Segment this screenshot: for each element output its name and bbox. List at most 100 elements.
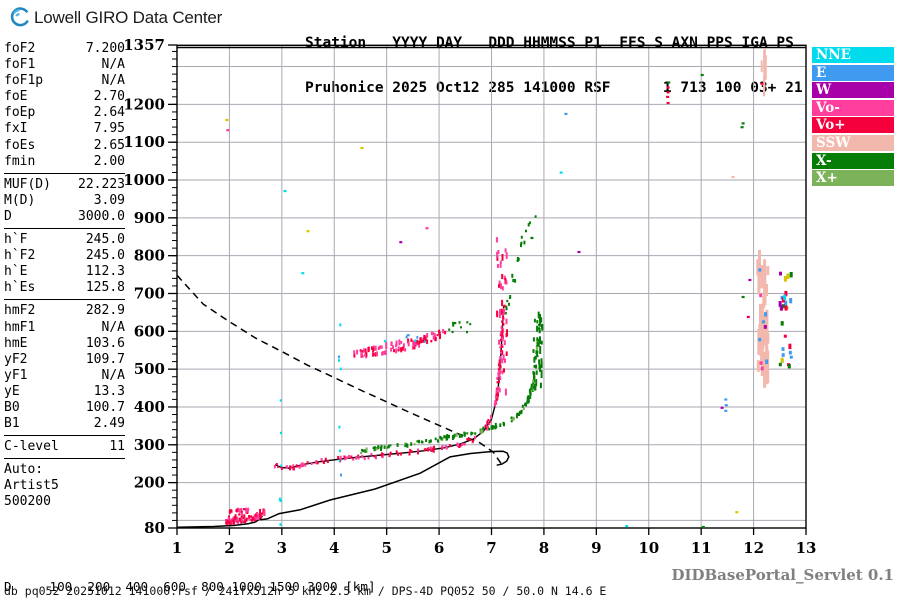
scaled-parameters-panel: foF2 7.200 foF1 N/A foF1p N/A foE 2.70 foEp 2.64 f…: [4, 41, 125, 517]
station-header-block: Station YYYY DAY DDD HHMMSS P1 FFS S AXN…: [305, 6, 803, 126]
param-block: hmF2 282.9 hmF1 N/A hmE 103.6 yF2 109.7 yF1 N/A yE…: [4, 303, 125, 437]
param-label: foEp: [4, 105, 36, 121]
param-label: yF1: [4, 367, 28, 383]
y-axis-label: 900: [134, 209, 165, 227]
x-axis-label: 2: [224, 539, 234, 557]
x-axis-label: 8: [539, 539, 549, 557]
file-status-line: db pq052 20251012 141000.rsf / 241fx512h…: [4, 584, 607, 598]
cluster-ssw-column: [756, 249, 770, 388]
trace-x-mode-upper-spread: [504, 215, 537, 315]
param-label: foEs: [4, 137, 36, 153]
param-label: h`F2: [4, 248, 36, 264]
y-axis-label: 300: [134, 436, 165, 454]
x-axis-label: 5: [381, 539, 391, 557]
param-row-md: M(D) 3.09: [4, 193, 125, 209]
param-row-ye: yE 13.3: [4, 384, 125, 400]
noise-specks: [225, 73, 764, 529]
trace-x-mode-trace: [360, 314, 542, 455]
true-height-profile-curve: [176, 450, 510, 528]
param-value: 2.64: [93, 105, 125, 121]
x-axis-label: 3: [277, 539, 287, 557]
param-row-hmf1: hmF1 N/A: [4, 320, 125, 336]
param-value: 109.7: [85, 351, 125, 367]
param-label: h`E: [4, 264, 28, 280]
legend-item-vo: Vo+: [812, 117, 894, 134]
param-row-he: h`E 112.3: [4, 264, 125, 280]
param-row-clevel: C-level 11: [4, 439, 125, 455]
param-value: 103.6: [85, 335, 125, 351]
logo-title: Lowell GIRO Data Center: [34, 8, 223, 27]
param-block: foF2 7.200 foF1 N/A foF1p N/A foE 2.70 foEp 2.64 f…: [4, 41, 125, 174]
param-label: fmin: [4, 153, 36, 169]
y-axis-label: 700: [134, 284, 165, 302]
param-row-b1: B1 2.49: [4, 416, 125, 432]
param-row-fof1: foF1 N/A: [4, 57, 125, 73]
param-value: N/A: [101, 367, 125, 383]
param-label: MUF(D): [4, 176, 51, 192]
y-axis-label: 800: [134, 247, 165, 265]
cluster-band-mixed-specks: [383, 335, 426, 343]
param-value: N/A: [101, 319, 125, 335]
param-value: 245.0: [85, 232, 125, 248]
x-axis-label: 9: [591, 539, 601, 557]
param-label: D: [4, 208, 12, 224]
param-value: 245.0: [85, 248, 125, 264]
param-row-yf2: yF2 109.7: [4, 352, 125, 368]
param-row-fof1p: foF1p N/A: [4, 73, 125, 89]
x-axis-label: 1: [172, 539, 182, 557]
autoscaler-line: Artist5: [4, 478, 59, 494]
muf-distance-table: D 100 200 400 600 800 1000 1500 3000 [km…: [4, 556, 383, 600]
servlet-version-label: DIDBasePortal_Servlet 0.1: [671, 566, 894, 584]
station-header-columns: Station YYYY DAY DDD HHMMSS P1 FFS S AXN…: [305, 35, 794, 51]
param-row-b0: B0 100.7: [4, 400, 125, 416]
cluster-o-cusp-spread: [495, 237, 508, 396]
param-value: N/A: [101, 57, 125, 73]
param-row-fmin: fmin 2.00: [4, 154, 125, 170]
lowell-giro-logo: Lowell GIRO Data Center: [8, 5, 222, 31]
echo-dots: [225, 48, 793, 529]
param-label: C-level: [4, 439, 59, 455]
param-row-d: D 3000.0: [4, 209, 125, 225]
x-axis-label: 4: [329, 539, 339, 557]
y-axis-label: 1100: [123, 133, 165, 151]
x-axis-label: 11: [691, 539, 712, 557]
param-value: 112.3: [85, 264, 125, 280]
param-value: 7.95: [93, 121, 125, 137]
grid-lines: [177, 45, 806, 528]
param-label: M(D): [4, 192, 36, 208]
distance-row: D 100 200 400 600 800 1000 1500 3000 [km…: [4, 579, 376, 595]
curves: [176, 274, 510, 528]
param-row-hf2: h`F2 245.0: [4, 248, 125, 264]
x-axis-label: 10: [638, 539, 659, 557]
y-axis-label: 400: [134, 398, 165, 416]
x-axis-label: 13: [796, 539, 817, 557]
param-value: 100.7: [85, 399, 125, 415]
y-axis-label: 1200: [123, 95, 165, 113]
param-block: MUF(D) 22.223 M(D) 3.09 D 3000.0: [4, 176, 125, 230]
x-axis-label: 7: [486, 539, 496, 557]
param-value: 282.9: [85, 303, 125, 319]
param-row-foe: foE 2.70: [4, 89, 125, 105]
param-value: N/A: [101, 73, 125, 89]
echo-type-legend: NNE E W Vo- Vo+ SSW X- X+: [812, 47, 894, 188]
param-value: 2.70: [93, 89, 125, 105]
param-label: foF2: [4, 41, 36, 56]
cluster-noise-line-4mhz: [338, 323, 342, 477]
param-label: hmF1: [4, 319, 36, 335]
y-axis-label: 600: [134, 322, 165, 340]
legend-item-e: E: [812, 64, 894, 81]
param-value: 3000.0: [78, 208, 125, 224]
param-block: C-level 11: [4, 439, 125, 460]
cluster-e-region-spread: [227, 507, 262, 522]
fitted-o-trace-curve: [274, 305, 505, 469]
param-label: B1: [4, 416, 20, 432]
param-label: fxI: [4, 121, 28, 137]
param-row-hmf2: hmF2 282.9: [4, 303, 125, 319]
param-value: 13.3: [93, 383, 125, 399]
param-label: B0: [4, 399, 20, 415]
param-label: yE: [4, 383, 20, 399]
param-row-foep: foEp 2.64: [4, 105, 125, 121]
y-axis-label: 1357: [123, 36, 165, 54]
param-row-fxi: fxI 7.95: [4, 121, 125, 137]
